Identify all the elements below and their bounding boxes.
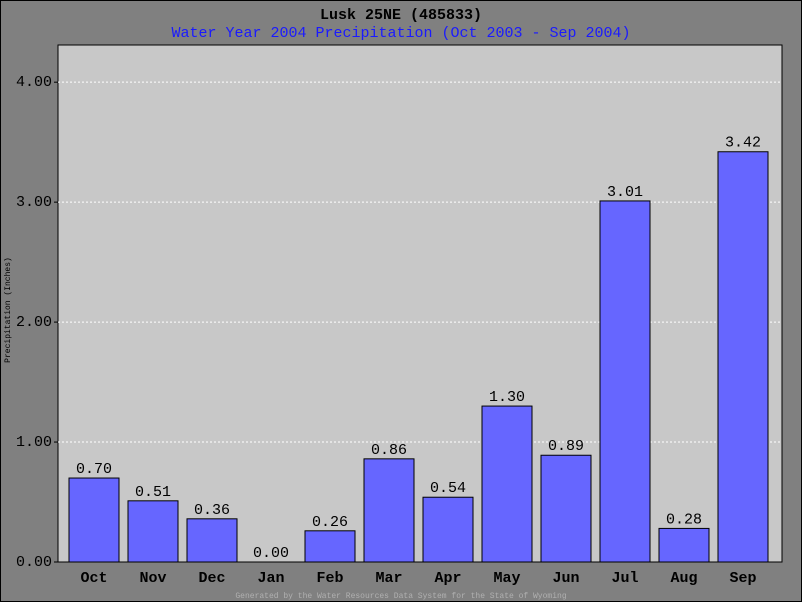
chart-subtitle: Water Year 2004 Precipitation (Oct 2003 … — [171, 25, 630, 42]
x-tick-label: May — [493, 570, 520, 587]
bar — [68, 477, 120, 563]
y-tick-label: 2.00 — [16, 314, 52, 331]
bar — [717, 151, 769, 563]
value-label: 0.26 — [312, 514, 348, 531]
value-label: 0.36 — [194, 502, 230, 519]
bar — [127, 500, 179, 563]
value-label: 0.28 — [666, 511, 702, 528]
y-tick-label: 1.00 — [16, 434, 52, 451]
value-label: 0.54 — [430, 480, 466, 497]
value-label: 3.42 — [725, 135, 761, 152]
bar — [186, 518, 238, 563]
bar — [658, 527, 710, 563]
y-tick-label: 4.00 — [16, 74, 52, 91]
y-axis-label: Precipitation (Inches) — [4, 257, 13, 363]
x-tick-label: Feb — [316, 570, 343, 587]
x-tick-label: Mar — [375, 570, 402, 587]
x-tick-label: Dec — [198, 570, 225, 587]
y-tick-label: 0.00 — [16, 554, 52, 571]
plot-area — [57, 44, 783, 563]
chart-title: Lusk 25NE (485833) — [320, 7, 482, 24]
value-label: 0.86 — [371, 442, 407, 459]
bar — [363, 458, 415, 563]
x-tick-label: Nov — [139, 570, 166, 587]
x-tick-label: Oct — [80, 570, 107, 587]
value-label: 0.51 — [135, 484, 171, 501]
footer: Generated by the Water Resources Data Sy… — [235, 592, 566, 601]
bar — [599, 200, 651, 563]
value-label: 3.01 — [607, 184, 643, 201]
x-tick-label: Aug — [670, 570, 697, 587]
x-tick-label: Jun — [552, 570, 579, 587]
bar — [540, 454, 592, 563]
bar — [481, 405, 533, 563]
x-tick-label: Apr — [434, 570, 461, 587]
value-label: 0.70 — [76, 461, 112, 478]
value-label: 1.30 — [489, 389, 525, 406]
value-label: 0.00 — [253, 545, 289, 562]
value-label: 0.89 — [548, 438, 584, 455]
bar — [422, 496, 474, 563]
x-tick-label: Jul — [611, 570, 638, 587]
bar — [304, 530, 356, 563]
x-tick-label: Sep — [729, 570, 756, 587]
y-tick-label: 3.00 — [16, 194, 52, 211]
x-tick-label: Jan — [257, 570, 284, 587]
